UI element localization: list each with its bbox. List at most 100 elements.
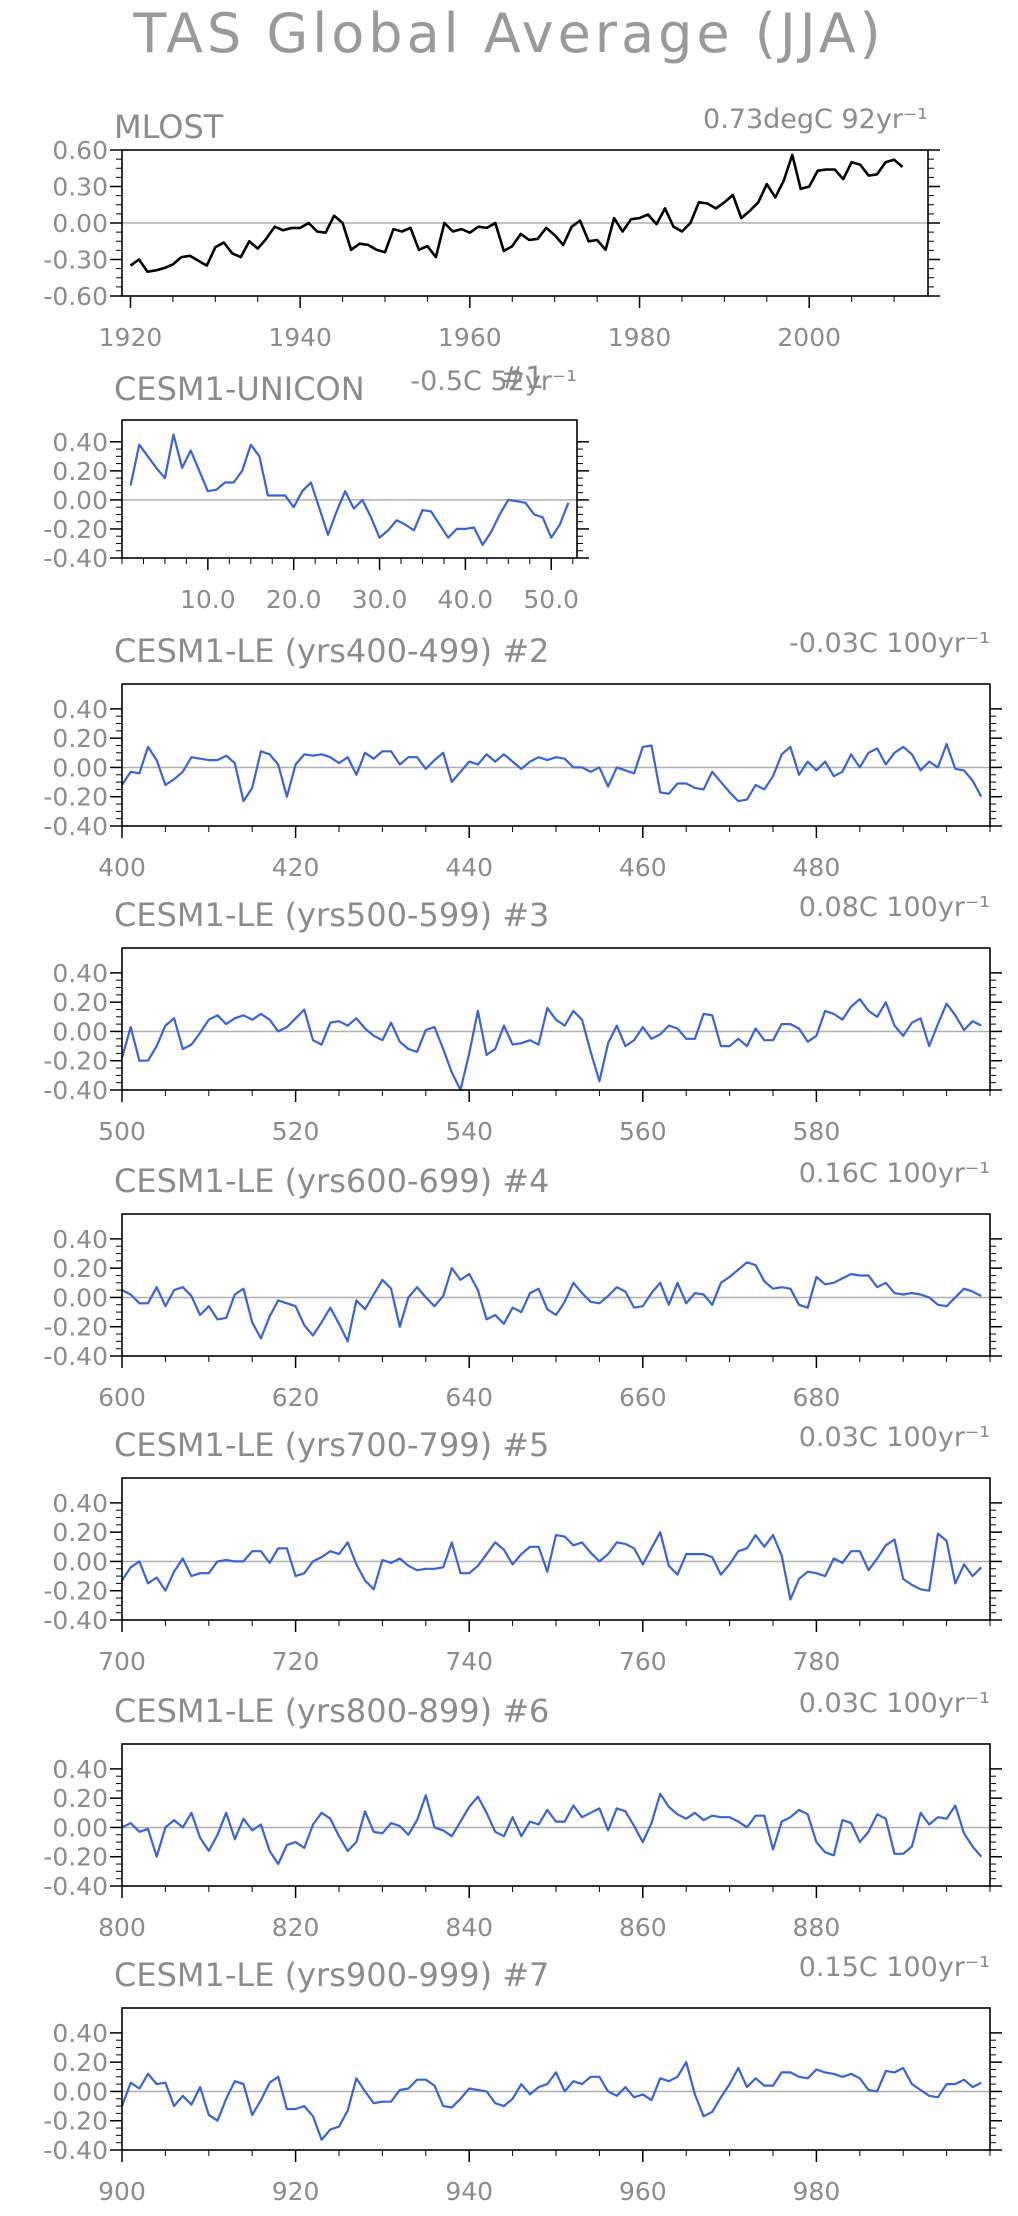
chart-8-ytick-label: 0.40 — [52, 2019, 108, 2048]
chart-6-frame — [121, 1477, 991, 1621]
chart-5-frame — [121, 1213, 991, 1357]
chart-7-ytick-label: 0.20 — [52, 1784, 108, 1813]
chart-3-ytick-label: 0.00 — [52, 753, 108, 782]
chart-4-ytick-label: 0.20 — [52, 988, 108, 1017]
chart-8-series-line — [120, 2061, 982, 2141]
chart-1-xtick-label: 1960 — [438, 323, 502, 352]
chart-2-ytick-label: 0.20 — [52, 457, 108, 486]
chart-2-xtick-label: 20.0 — [266, 585, 322, 614]
chart-7-ytick-label: -0.20 — [43, 1843, 108, 1872]
chart-1-ytick-label: 0.30 — [52, 173, 108, 202]
chart-2-series-line — [129, 433, 570, 547]
chart-5-xtick-label: 640 — [445, 1383, 493, 1412]
chart-2-member: #1 — [500, 361, 544, 396]
chart-4-ytick-label: -0.40 — [43, 1076, 108, 1105]
chart-7-ytick-label: 0.00 — [52, 1813, 108, 1842]
chart-5-ytick-label: 0.40 — [52, 1225, 108, 1254]
chart-1-ytick-label: -0.30 — [43, 246, 108, 275]
chart-8-frame — [121, 2007, 991, 2151]
chart-6-xtick-label: 780 — [793, 1647, 841, 1676]
chart-4-ytick-label: 0.40 — [52, 959, 108, 988]
chart-5-ytick-label: -0.40 — [43, 1342, 108, 1371]
chart-5-ytick-label: 0.20 — [52, 1254, 108, 1283]
chart-3-ytick-label: -0.40 — [43, 812, 108, 841]
chart-8-xtick-label: 900 — [98, 2177, 146, 2206]
chart-8-xtick-label: 920 — [272, 2177, 320, 2206]
chart-5-xtick-label: 660 — [619, 1383, 667, 1412]
chart-1-xtick-label: 1980 — [608, 323, 672, 352]
chart-3-xtick-label: 400 — [98, 853, 146, 882]
chart-4-xtick-label: 580 — [793, 1117, 841, 1146]
chart-1-frame — [121, 149, 929, 297]
chart-1-xtick-label: 1920 — [99, 323, 163, 352]
chart-5-ytick-label: -0.20 — [43, 1313, 108, 1342]
chart-2-xtick-label: 10.0 — [180, 585, 236, 614]
chart-2-xtick-label: 50.0 — [523, 585, 579, 614]
chart-6-xtick-label: 740 — [445, 1647, 493, 1676]
chart-3-frame — [121, 683, 991, 827]
chart-1-ytick-label: -0.60 — [43, 282, 108, 311]
chart-3-ytick-label: 0.20 — [52, 724, 108, 753]
chart-4-xtick-label: 540 — [445, 1117, 493, 1146]
chart-8-xtick-label: 960 — [619, 2177, 667, 2206]
chart-3-ytick-label: 0.40 — [52, 695, 108, 724]
chart-1-trend: 0.73degC 92yr⁻¹ — [703, 104, 928, 135]
chart-6-series-line — [121, 1531, 983, 1601]
chart-7-title: CESM1-LE (yrs800-899) #6 — [114, 1692, 549, 1730]
chart-4-xtick-label: 560 — [619, 1117, 667, 1146]
page-title: TAS Global Average (JJA) — [133, 2, 885, 65]
chart-2-trend: -0.5C 52yr⁻¹ — [410, 366, 577, 397]
chart-7-frame — [121, 1743, 991, 1887]
chart-1-ytick-label: 0.60 — [52, 136, 108, 165]
chart-7-ytick-label: -0.40 — [43, 1872, 108, 1901]
chart-6-ytick-label: 0.20 — [52, 1518, 108, 1547]
chart-5-title: CESM1-LE (yrs600-699) #4 — [114, 1162, 549, 1200]
chart-7-xtick-label: 840 — [445, 1913, 493, 1942]
chart-3-xtick-label: 420 — [272, 853, 320, 882]
chart-5-series-line — [121, 1261, 982, 1343]
chart-6-xtick-label: 700 — [98, 1647, 146, 1676]
chart-2-xtick-label: 30.0 — [352, 585, 408, 614]
chart-2-ytick-label: 0.40 — [52, 428, 108, 457]
chart-3-xtick-label: 480 — [793, 853, 841, 882]
chart-3-xtick-label: 440 — [445, 853, 493, 882]
chart-1-xtick-label: 1940 — [268, 323, 332, 352]
chart-7-xtick-label: 880 — [793, 1913, 841, 1942]
chart-2-ytick-label: -0.20 — [43, 515, 108, 544]
chart-6-ytick-label: 0.40 — [52, 1489, 108, 1518]
chart-2-xtick-label: 40.0 — [438, 585, 494, 614]
chart-8-xtick-label: 980 — [793, 2177, 841, 2206]
chart-2-ytick-label: 0.00 — [52, 486, 108, 515]
chart-5-trend: 0.16C 100yr⁻¹ — [799, 1158, 990, 1189]
chart-6-xtick-label: 760 — [619, 1647, 667, 1676]
chart-6-ytick-label: -0.20 — [43, 1577, 108, 1606]
chart-5-ytick-label: 0.00 — [52, 1283, 108, 1312]
chart-7-xtick-label: 800 — [98, 1913, 146, 1942]
chart-7-xtick-label: 860 — [619, 1913, 667, 1942]
chart-3-xtick-label: 460 — [619, 853, 667, 882]
chart-6-xtick-label: 720 — [272, 1647, 320, 1676]
chart-4-trend: 0.08C 100yr⁻¹ — [799, 892, 990, 923]
chart-6-ytick-label: -0.40 — [43, 1606, 108, 1635]
chart-2-title: CESM1-UNICON — [114, 370, 365, 408]
chart-8-ytick-label: -0.20 — [43, 2107, 108, 2136]
chart-4-ytick-label: 0.00 — [52, 1017, 108, 1046]
chart-1-series-line — [129, 153, 904, 274]
chart-4-series-line — [120, 998, 982, 1092]
chart-1-xtick-label: 2000 — [777, 323, 841, 352]
chart-3-title: CESM1-LE (yrs400-499) #2 — [114, 632, 549, 670]
chart-5-xtick-label: 620 — [272, 1383, 320, 1412]
chart-8-xtick-label: 940 — [445, 2177, 493, 2206]
chart-7-xtick-label: 820 — [272, 1913, 320, 1942]
chart-8-trend: 0.15C 100yr⁻¹ — [799, 1952, 990, 1983]
chart-1-title: MLOST — [114, 108, 224, 146]
chart-1-ytick-label: 0.00 — [52, 209, 108, 238]
chart-7-ytick-label: 0.40 — [52, 1755, 108, 1784]
chart-4-title: CESM1-LE (yrs500-599) #3 — [114, 896, 549, 934]
chart-4-xtick-label: 520 — [272, 1117, 320, 1146]
chart-3-series-line — [121, 742, 983, 803]
chart-4-ytick-label: -0.20 — [43, 1047, 108, 1076]
chart-4-frame — [121, 947, 991, 1091]
chart-3-trend: -0.03C 100yr⁻¹ — [789, 628, 990, 659]
